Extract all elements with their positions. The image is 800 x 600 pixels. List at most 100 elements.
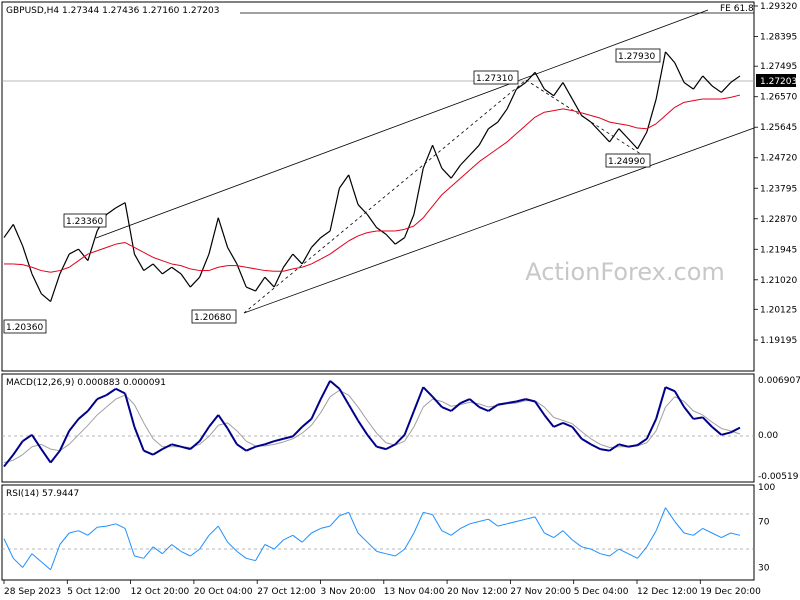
rsi-segment <box>190 548 200 557</box>
price-segment <box>711 85 722 93</box>
ma-segment <box>367 230 377 234</box>
signal-segment <box>600 443 610 448</box>
price-tick-label: 1.25645 <box>760 123 797 133</box>
rsi-segment <box>357 532 368 543</box>
rsi-segment <box>432 514 443 531</box>
signal-segment <box>227 422 238 432</box>
rsi-segment <box>22 553 33 568</box>
ma-segment <box>320 253 331 260</box>
signal-segment <box>665 396 676 408</box>
signal-segment <box>376 432 387 444</box>
price-segment <box>171 266 182 275</box>
price-segment <box>366 214 378 229</box>
ma-segment <box>553 108 564 112</box>
rsi-segment <box>655 507 666 531</box>
rsi-segment <box>674 521 685 534</box>
rsi-segment <box>460 523 471 529</box>
ma-segment <box>395 228 405 232</box>
ma-segment <box>581 112 592 117</box>
ma-segment <box>348 235 359 242</box>
price-segment <box>273 267 285 288</box>
ma-segment <box>655 115 666 125</box>
ma-segment <box>684 100 694 103</box>
rsi-segment <box>450 527 461 536</box>
ma-segment <box>572 110 582 114</box>
rsi-segment <box>441 530 452 536</box>
price-tick-label: 1.20125 <box>760 305 797 315</box>
rsi-segment <box>124 528 135 557</box>
signal-segment <box>246 440 256 447</box>
signal-segment <box>87 414 98 426</box>
macd-segment <box>245 445 256 452</box>
macd-segment <box>516 398 526 403</box>
price-segment <box>180 273 191 288</box>
signal-segment <box>31 443 42 448</box>
macd-segment <box>152 448 163 456</box>
signal-segment <box>96 406 107 416</box>
signal-segment <box>516 400 526 404</box>
price-segment <box>394 237 405 245</box>
signal-segment <box>702 414 713 423</box>
signal-segment <box>50 448 60 452</box>
price-tick-label: 1.19195 <box>760 336 797 346</box>
price-tick-label: 1.23795 <box>760 184 797 194</box>
rsi-segment <box>255 544 266 561</box>
rsi-segment <box>627 553 638 559</box>
ma-segment <box>404 225 415 230</box>
ma-segment <box>283 268 293 272</box>
macd-segment <box>702 416 713 428</box>
price-segment <box>544 88 555 97</box>
macd-series <box>3 380 741 468</box>
signal-segment <box>133 404 145 424</box>
signal-segment <box>646 430 657 444</box>
rsi-segment <box>683 532 694 536</box>
price-segment <box>50 273 61 302</box>
price-segment <box>636 131 648 150</box>
price-segment <box>674 62 685 83</box>
price-segment <box>627 138 638 150</box>
ma-segment <box>357 232 368 237</box>
ma-segment <box>134 247 144 253</box>
price-segment <box>208 217 219 255</box>
price-segment <box>40 293 51 303</box>
price-segment <box>730 75 741 84</box>
price-segment <box>264 276 275 288</box>
signal-segment <box>115 394 126 400</box>
ma-segment <box>413 217 424 227</box>
macd-segment <box>115 387 126 395</box>
ma-segment <box>162 260 172 265</box>
signal-segment <box>22 446 33 456</box>
signal-segment <box>283 438 293 443</box>
price-tick-label: 1.21945 <box>760 245 797 255</box>
macd-segment <box>506 400 517 405</box>
signal-segment <box>404 426 415 442</box>
time-tick-label: 20 Oct 04:00 <box>194 587 253 597</box>
macd-segment <box>301 418 313 428</box>
macd-segment <box>562 421 573 428</box>
macd-segment <box>571 426 583 440</box>
price-segment <box>450 164 461 179</box>
ma-segment <box>311 258 321 265</box>
macd-segment <box>226 427 238 445</box>
ma-segment <box>562 108 573 112</box>
rsi-segment <box>702 527 713 534</box>
rsi-segment <box>329 515 340 527</box>
rsi-segment <box>339 511 349 517</box>
price-segment <box>311 237 322 248</box>
macd-segment <box>264 440 275 446</box>
macd-segment <box>273 437 284 443</box>
price-segment <box>581 115 592 123</box>
rsi-segment <box>12 557 23 568</box>
annotation-box <box>615 48 661 63</box>
macd-segment <box>478 406 489 412</box>
signal-segment <box>581 431 592 440</box>
ma-segment <box>488 148 499 156</box>
ma-segment <box>506 133 517 143</box>
rsi-segment <box>385 553 396 557</box>
ma-segment <box>600 117 610 123</box>
rsi-segment <box>115 523 126 529</box>
macd-segment <box>711 426 723 436</box>
macd-segment <box>124 393 136 428</box>
rsi-segment <box>506 521 517 525</box>
